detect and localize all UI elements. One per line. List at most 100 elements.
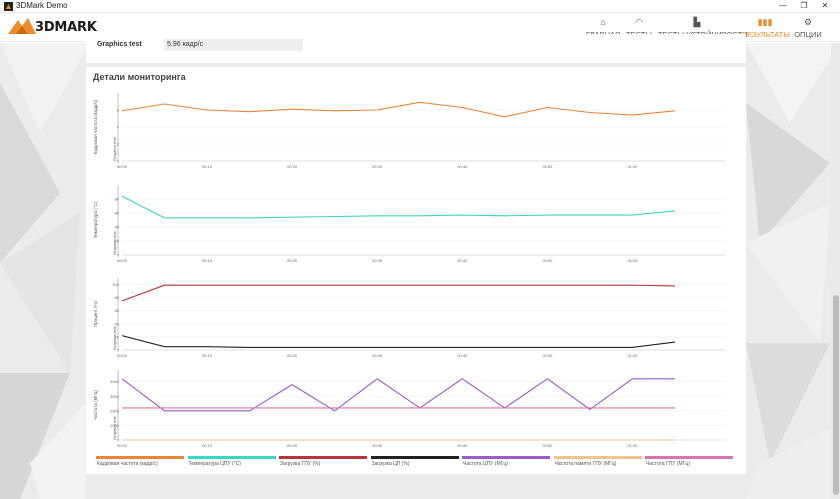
legend-item[interactable]: Загрузка ГПУ (%): [279, 456, 367, 470]
nav-results[interactable]: ▮▮▮ РЕЗУЛЬТАТЫ: [742, 17, 790, 39]
monitoring-details-card: Детали мониторинга 024600:0000:1000:2000…: [86, 67, 746, 474]
x-tick-label: 00:30: [372, 258, 383, 263]
test-marker-label: Graphics test: [112, 326, 117, 350]
legend-item[interactable]: Кадровая частота (кадр/с): [96, 456, 184, 470]
x-tick-label: 01:00: [627, 164, 638, 169]
y-tick-label: 80: [115, 197, 120, 202]
monitoring-title: Детали мониторинга: [93, 72, 186, 82]
x-tick-label: 01:00: [627, 258, 638, 263]
monitoring-charts: 024600:0000:1000:2000:3000:4000:5001:00К…: [93, 93, 726, 448]
y-tick-label: 3000: [110, 394, 120, 399]
x-tick-label: 01:00: [627, 353, 638, 358]
brand-logo[interactable]: 3DMARK: [8, 17, 98, 37]
y-tick-label: 2000: [110, 408, 120, 413]
series-line: [121, 101, 676, 118]
bars-icon: ▙: [693, 17, 701, 27]
test-marker-label: Graphics test: [112, 137, 117, 161]
x-tick-label: 00:30: [372, 164, 383, 169]
x-tick-label: 00:20: [287, 258, 298, 263]
legend-item[interactable]: Загрузка ЦП (%): [370, 456, 459, 470]
vertical-scrollbar[interactable]: [831, 43, 840, 499]
y-tick-label: 1000: [110, 423, 120, 428]
x-tick-label: 00:40: [457, 443, 468, 448]
window-titlebar: 3DMark Demo — ❐ ✕: [0, 0, 840, 13]
y-tick-label: 20: [115, 334, 120, 339]
result-value: 5.96 кадр/с: [164, 39, 303, 51]
x-tick-label: 00:10: [202, 164, 213, 169]
result-label: Graphics test: [97, 41, 142, 48]
brand-name: 3DMARK: [35, 20, 97, 35]
legend-swatch: [553, 456, 642, 459]
gauge-icon: ◠: [635, 17, 643, 27]
x-tick-label: 00:00: [117, 443, 128, 448]
legend-swatch: [187, 456, 276, 459]
legend-label: Частота ЦПУ (МГц): [463, 461, 508, 467]
nav-options[interactable]: ⚙ ОПЦИИ: [792, 14, 824, 42]
legend-label: Кадровая частота (кадр/с): [97, 461, 158, 467]
series-line: [121, 195, 676, 219]
legend-label: Загрузка ГПУ (%): [280, 461, 321, 467]
legend-swatch: [279, 456, 367, 459]
series-line: [121, 378, 675, 412]
minimize-button[interactable]: —: [779, 1, 787, 10]
window-title: 3DMark Demo: [16, 1, 68, 10]
y-axis-title: Температура (°C): [93, 201, 98, 238]
test-marker-label: Graphics test: [112, 231, 117, 255]
y-tick-label: 20: [115, 239, 120, 244]
result-summary-card: Graphics test 5.96 кадр/с: [86, 34, 746, 63]
x-tick-label: 00:20: [287, 353, 298, 358]
legend-item[interactable]: Температура ЦПУ (°C): [187, 456, 276, 470]
x-tick-label: 00:40: [457, 258, 468, 263]
legend-swatch: [96, 456, 184, 459]
x-tick-label: 01:00: [627, 443, 638, 448]
x-tick-label: 00:40: [457, 353, 468, 358]
y-tick-label: 100: [112, 282, 119, 287]
legend-label: Температура ЦПУ (°C): [188, 461, 241, 467]
series-line: [121, 335, 676, 348]
x-tick-label: 00:40: [457, 164, 468, 169]
y-tick-label: 40: [115, 321, 120, 326]
x-tick-label: 00:00: [117, 164, 128, 169]
maximize-button[interactable]: ❐: [800, 1, 808, 10]
legend-swatch: [462, 456, 550, 459]
x-tick-label: 00:00: [117, 258, 128, 263]
app-logo-icon: [4, 2, 13, 11]
brand-mark-icon: [8, 18, 36, 34]
chart-legend: Кадровая частота (кадр/с) Температура ЦПУ…: [96, 456, 736, 470]
y-tick-label: 60: [115, 308, 120, 313]
x-tick-label: 00:30: [372, 353, 383, 358]
legend-label: Частота памяти ГПУ (МГц): [554, 461, 617, 467]
x-tick-label: 00:50: [542, 164, 553, 169]
y-axis-title: Частота (МГц): [93, 390, 98, 420]
legend-label: Частота ГПУ (МГц): [646, 461, 690, 467]
home-icon: ⌂: [600, 17, 606, 27]
y-axis-title: Кадровая частота (кадр/с): [93, 99, 98, 154]
y-tick-label: 4000: [110, 379, 120, 384]
x-tick-label: 00:00: [117, 353, 128, 358]
y-tick-label: 40: [115, 225, 120, 230]
x-tick-label: 00:30: [372, 443, 383, 448]
x-tick-label: 00:10: [202, 353, 213, 358]
y-tick-label: 80: [115, 295, 120, 300]
chart-icon: ▮▮▮: [757, 17, 773, 27]
x-tick-label: 00:50: [542, 443, 553, 448]
series-line: [121, 284, 676, 302]
x-tick-label: 00:50: [542, 258, 553, 263]
legend-item[interactable]: Частота ГПУ (МГц): [645, 456, 733, 470]
x-tick-label: 00:50: [542, 353, 553, 358]
y-tick-label: 60: [115, 211, 120, 216]
legend-item[interactable]: Частота памяти ГПУ (МГц): [553, 456, 642, 470]
legend-swatch: [645, 456, 733, 459]
legend-swatch: [370, 456, 459, 459]
test-marker-label: Graphics test: [112, 416, 117, 440]
legend-label: Загрузка ЦП (%): [371, 461, 410, 467]
x-tick-label: 00:10: [202, 443, 213, 448]
x-tick-label: 00:20: [287, 164, 298, 169]
close-button[interactable]: ✕: [821, 1, 829, 10]
scrollbar-thumb[interactable]: [833, 295, 839, 495]
gear-icon: ⚙: [803, 17, 813, 27]
x-tick-label: 00:10: [202, 258, 213, 263]
x-tick-label: 00:20: [287, 443, 298, 448]
y-axis-title: Процент (%): [93, 300, 98, 327]
legend-item[interactable]: Частота ЦПУ (МГц): [462, 456, 550, 470]
